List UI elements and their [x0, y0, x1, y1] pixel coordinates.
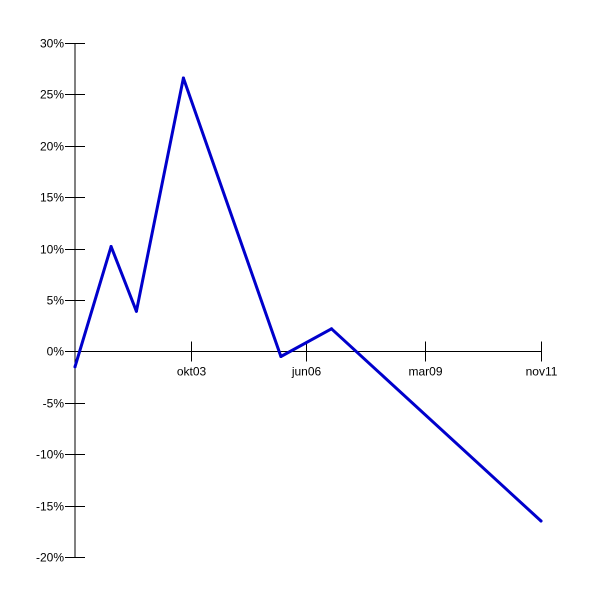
series-line: [73, 76, 543, 523]
y-tick-label: 10%: [40, 243, 64, 257]
y-tick-label: 15%: [40, 191, 64, 205]
y-tick-label: 0%: [47, 345, 65, 359]
data-point: [181, 76, 185, 80]
x-tick-label: okt03: [177, 365, 207, 379]
y-tick-label: 20%: [40, 140, 64, 154]
y-tick-label: 30%: [40, 37, 64, 51]
x-axis: okt03 jun06 mar09 nov11: [75, 341, 558, 379]
x-tick-label: nov11: [526, 365, 558, 379]
y-axis: 30% 25% 20% 15% 10% 5% 0% -5% -10% -15% -20%: [36, 37, 85, 565]
series-layer: [73, 76, 543, 523]
data-point: [109, 245, 113, 248]
y-tick-label: 25%: [40, 88, 64, 102]
x-tick-label: jun06: [291, 365, 322, 379]
y-tick-label: 5%: [47, 294, 65, 308]
y-tick-label: -15%: [36, 500, 64, 514]
data-point: [73, 365, 77, 369]
data-point: [330, 327, 333, 331]
y-tick-label: -10%: [36, 448, 64, 462]
y-tick-label: -5%: [43, 397, 65, 411]
data-point: [279, 355, 283, 358]
x-tick-label: mar09: [408, 365, 442, 379]
data-point: [539, 519, 543, 523]
y-tick-label: -20%: [36, 551, 64, 565]
data-point: [134, 309, 138, 313]
